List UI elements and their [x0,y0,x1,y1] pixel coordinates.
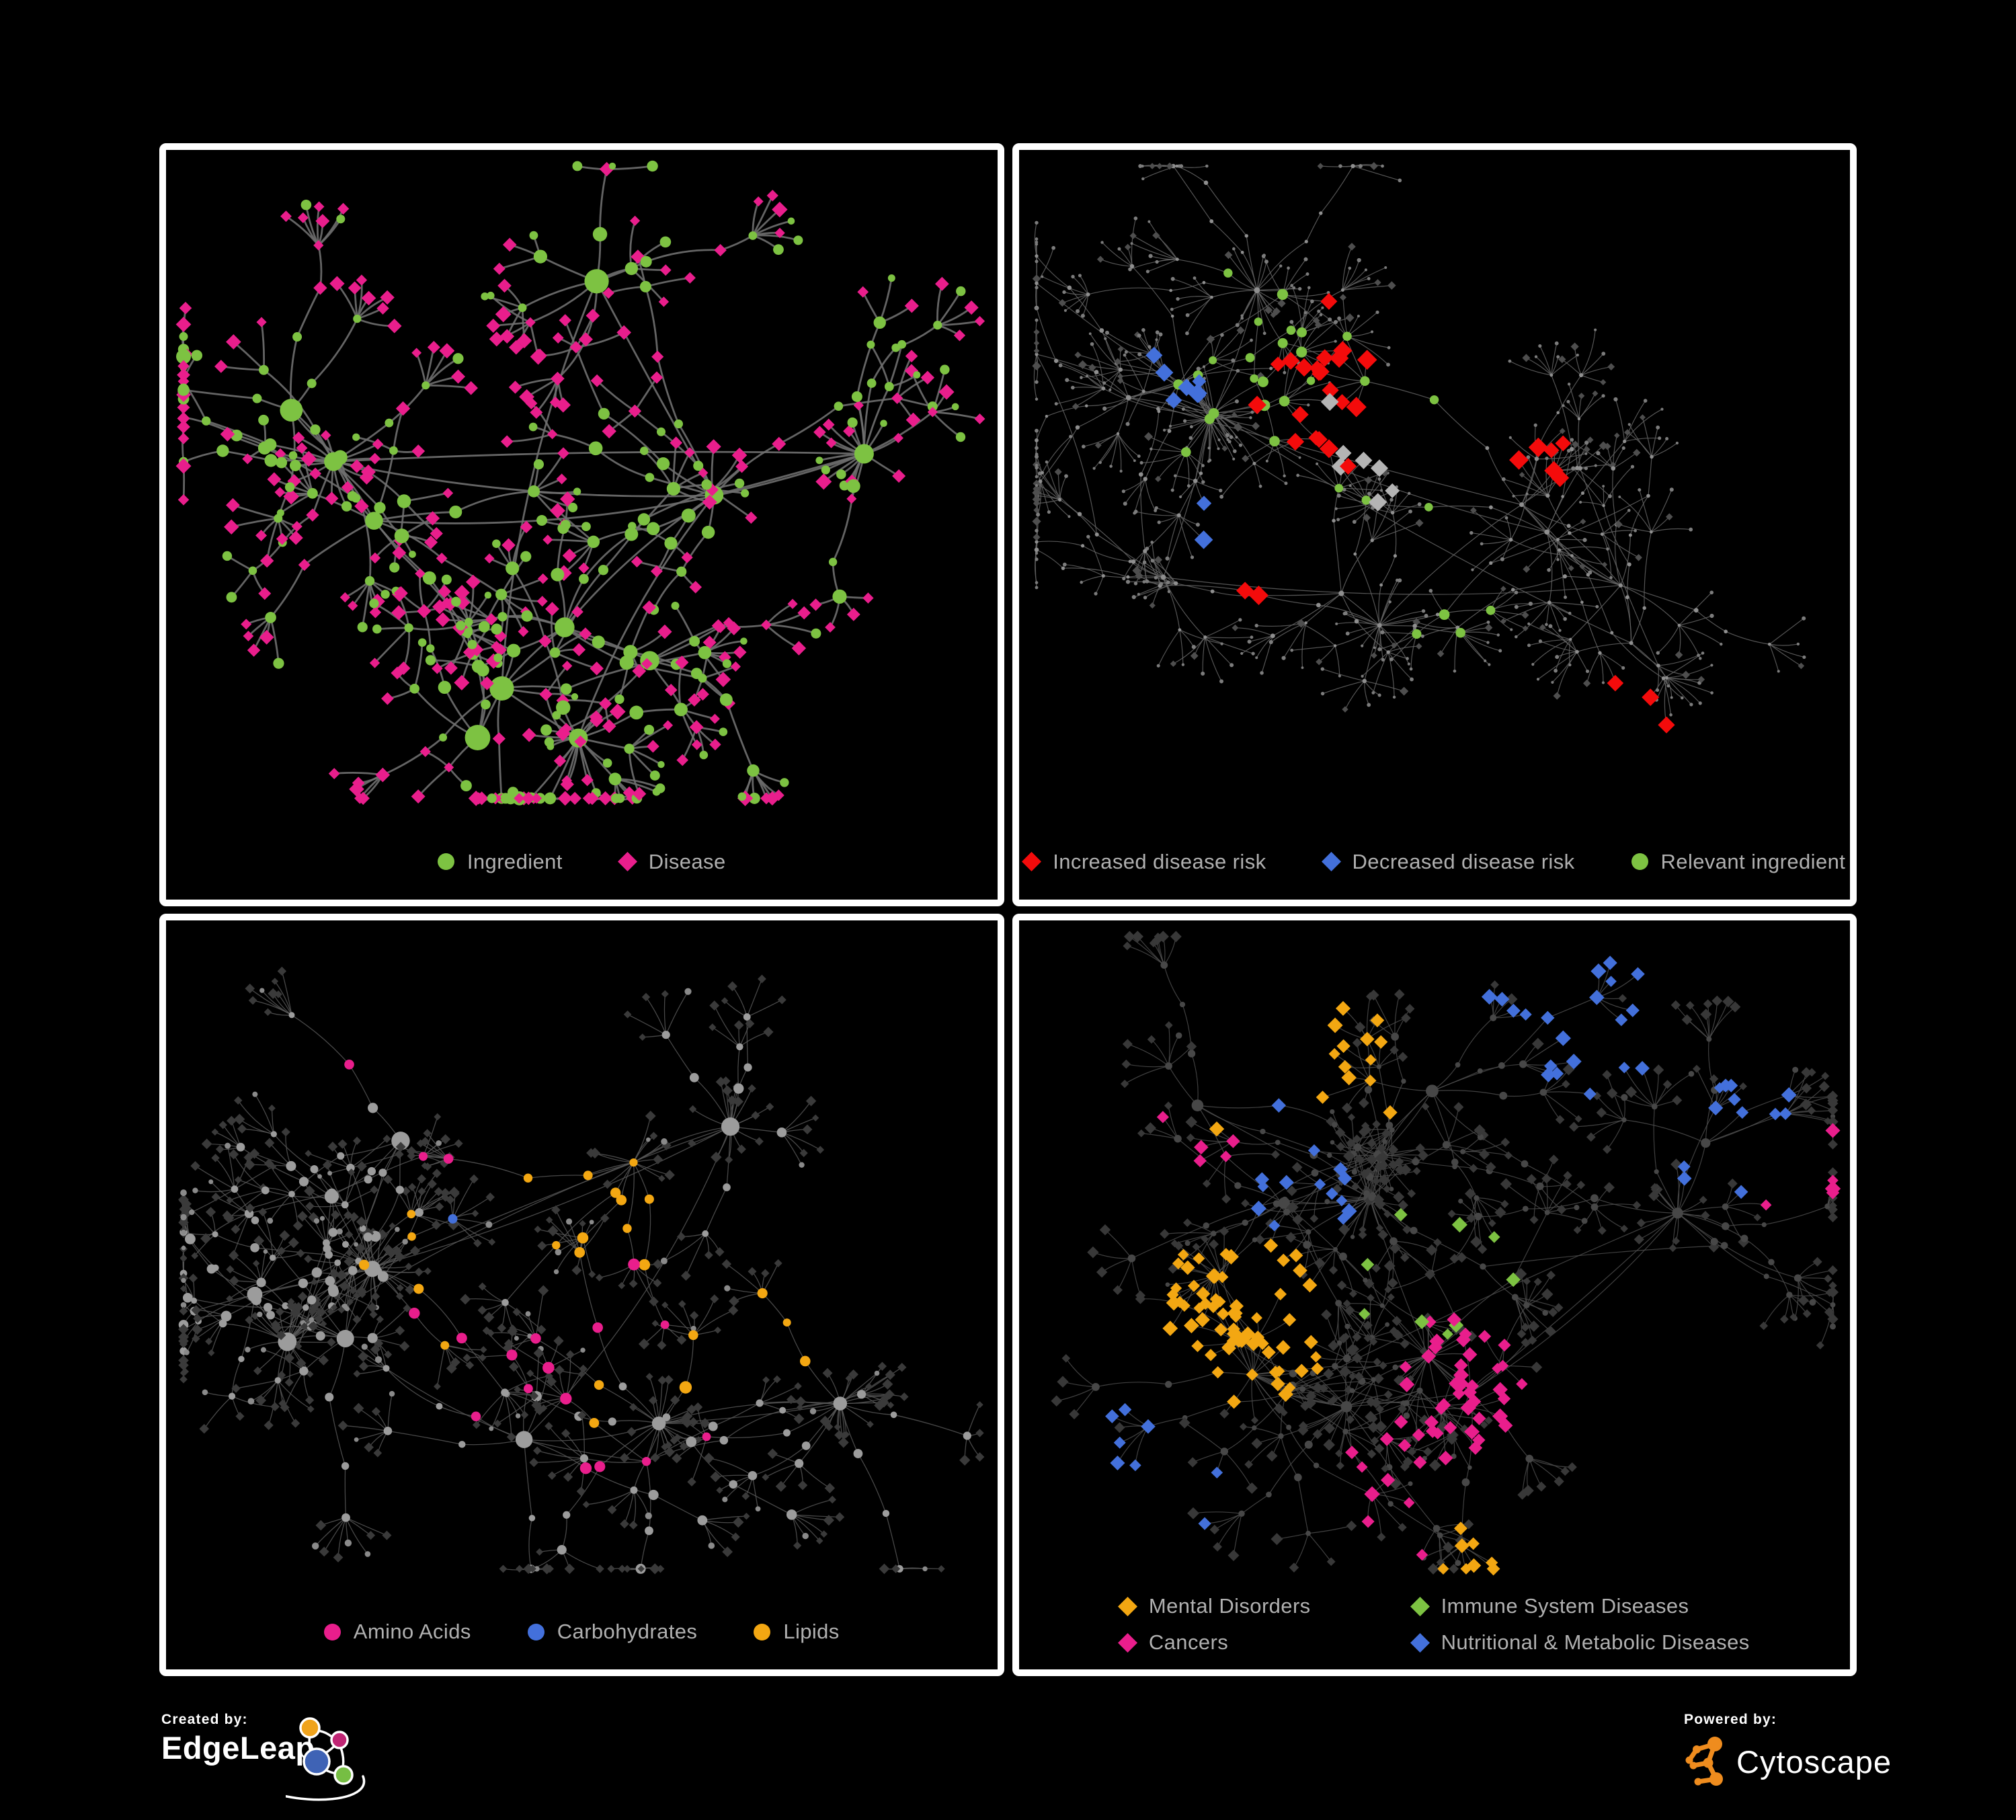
legend-label: Mental Disorders [1148,1594,1311,1618]
edgeleap-branding: Created by: EdgeLeap [161,1712,484,1819]
legend-item: Amino Acids [323,1620,471,1644]
panel-ingredient-disease: Ingredient Disease [159,143,1004,906]
disease-classes-network-graph [1050,930,1841,1575]
edgeleap-logo-icon [286,1717,366,1801]
legend-item: Relevant ingredient [1631,850,1846,874]
diamond-marker [617,852,637,871]
cytoscape-icon [1685,1737,1723,1786]
diamond-marker [1117,1632,1137,1653]
legend-item: Immune System Diseases [1410,1594,1750,1618]
diamond-marker [1022,852,1042,871]
legend-0: Ingredient Disease [166,850,998,874]
legend-item: Nutritional & Metabolic Diseases [1410,1630,1750,1655]
legend-label: Relevant ingredient [1660,849,1846,873]
circle-marker [527,1623,545,1640]
circle-marker [323,1623,341,1640]
legend-label: Immune System Diseases [1441,1594,1689,1618]
legend-item: Mental Disorders [1117,1594,1311,1618]
legend-label: Amino Acids [353,1620,471,1643]
diamond-marker [1321,852,1341,871]
cytoscape-branding: Powered by: [1684,1712,2007,1799]
legend-item: Ingredient [437,849,563,874]
panel-disease-classes: Mental Disorders Immune System Diseases Ca… [1012,913,1857,1676]
legend-label: Lipids [783,1620,840,1643]
legend-label: Cancers [1148,1630,1229,1654]
macronutrients-network-graph [178,966,985,1575]
legend-label: Nutritional & Metabolic Diseases [1441,1630,1750,1654]
circle-marker [437,853,454,870]
created-by-label: Created by: [161,1712,248,1727]
legend-item: Cancers [1117,1630,1311,1655]
legend-item: Increased disease risk [1022,849,1266,874]
legend-3: Mental Disorders Immune System Diseases Ca… [1019,1594,1851,1655]
circle-marker [1631,853,1648,870]
legend-label: Ingredient [467,849,563,873]
diamond-marker [1410,1596,1430,1616]
disease-risk-network-graph [1031,162,1806,734]
cytoscape-wordmark: Cytoscape [1736,1743,1892,1780]
legend-1: Increased disease risk Decreased disease … [1019,850,1851,874]
panel-disease-risk: Increased disease risk Decreased disease … [1012,143,1857,906]
diamond-marker [1117,1596,1137,1616]
panel-grid: Ingredient Disease Increased disease risk… [159,143,1857,1676]
legend-item: Disease [617,849,726,874]
legend-label: Decreased disease risk [1352,849,1575,873]
legend-2: Amino Acids Carbohydrates Lipids [166,1620,998,1644]
circle-marker [754,1623,771,1640]
legend-label: Increased disease risk [1053,849,1266,873]
legend-item: Decreased disease risk [1321,849,1575,874]
legend-label: Carbohydrates [557,1620,698,1643]
diamond-marker [1410,1632,1430,1653]
powered-by-label: Powered by: [1684,1712,1777,1727]
legend-label: Disease [648,849,726,873]
legend-item: Lipids [754,1620,839,1644]
ingredient-disease-network-graph [175,160,985,807]
legend-item: Carbohydrates [527,1620,698,1644]
panel-macronutrients: Amino Acids Carbohydrates Lipids [159,913,1004,1676]
edgeleap-wordmark: EdgeLeap [161,1730,315,1766]
